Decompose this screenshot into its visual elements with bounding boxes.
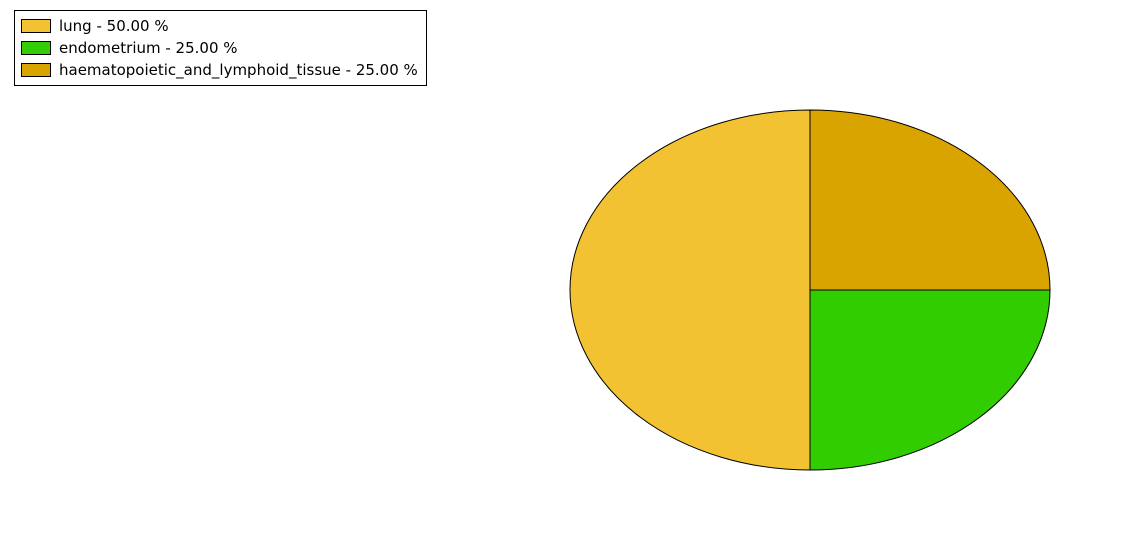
legend-swatch: [21, 63, 51, 77]
pie-slice-haematopoietic_and_lymphoid_tissue: [810, 110, 1050, 290]
legend-item: endometrium - 25.00 %: [21, 37, 418, 59]
legend-label: haematopoietic_and_lymphoid_tissue - 25.…: [59, 61, 418, 79]
legend: lung - 50.00 % endometrium - 25.00 % hae…: [14, 10, 427, 86]
pie-slice-endometrium: [810, 290, 1050, 470]
legend-label: endometrium - 25.00 %: [59, 39, 238, 57]
legend-item: lung - 50.00 %: [21, 15, 418, 37]
pie-svg: [568, 108, 1052, 472]
legend-swatch: [21, 41, 51, 55]
pie-slice-lung: [570, 110, 810, 470]
legend-item: haematopoietic_and_lymphoid_tissue - 25.…: [21, 59, 418, 81]
legend-swatch: [21, 19, 51, 33]
pie-chart: [568, 108, 1052, 472]
legend-label: lung - 50.00 %: [59, 17, 169, 35]
